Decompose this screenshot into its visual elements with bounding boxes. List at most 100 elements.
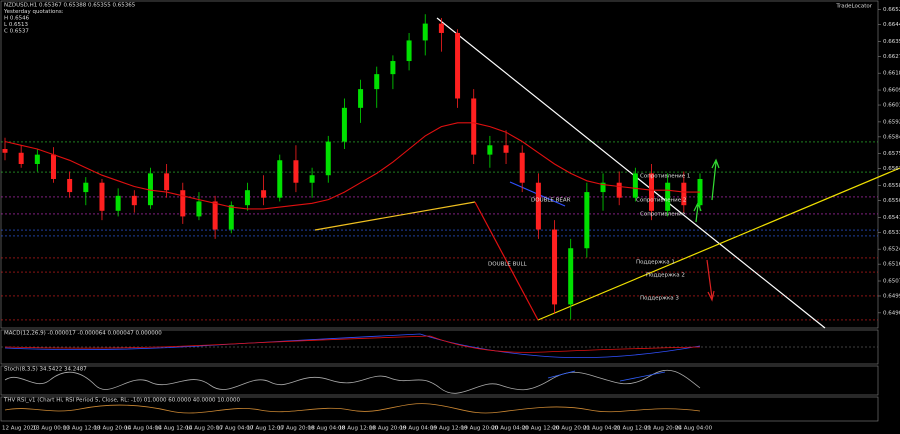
candle-body (115, 195, 121, 211)
x-tick-label: 18 Aug 04:00 (308, 426, 346, 432)
candle-body (34, 154, 40, 164)
candle-body (358, 89, 364, 108)
y-tick-label: 0.65925 (883, 119, 900, 125)
candle-body (616, 182, 622, 198)
candle-body (503, 145, 509, 153)
candle-body (455, 32, 461, 99)
y-tick-label: 0.65675 (883, 166, 900, 172)
candle-body (584, 192, 590, 249)
x-tick-label: 18 Aug 20:00 (369, 426, 407, 432)
annotation: Поддержка 2 (646, 273, 685, 279)
x-tick-label: 20 Aug 12:00 (522, 426, 560, 432)
annotation: DOUBLE BEAR (531, 198, 571, 204)
trend-line (537, 167, 900, 321)
y-tick-label: 0.65165 (883, 262, 900, 268)
x-tick-label: 12 Aug 2020 (2, 426, 38, 432)
y-tick-label: 0.66355 (883, 39, 900, 45)
main-frame (0, 0, 879, 329)
candle-body (665, 182, 671, 211)
annotation: Сопротивление 1 (640, 174, 690, 180)
indicator-label: MACD(12,26,9) -0.000017 -0.000064 0.0000… (4, 331, 162, 337)
y-tick-label: 0.65845 (883, 134, 900, 140)
candle-body (374, 74, 380, 90)
candle-body (67, 178, 73, 193)
info-line: H 0.6546 (4, 16, 30, 22)
y-tick-label: 0.66185 (883, 71, 900, 77)
candle-body (83, 182, 89, 193)
moving-average (4, 122, 700, 210)
x-tick-label: 24 Aug 04:00 (675, 426, 713, 432)
x-tick-label: 19 Aug 04:00 (400, 426, 438, 432)
rsi-line (4, 403, 701, 414)
candle-body (99, 182, 105, 211)
candle-body (180, 190, 186, 217)
stoch-main (4, 369, 701, 394)
y-tick-label: 0.66275 (883, 54, 900, 60)
y-tick-label: 0.65075 (883, 279, 900, 285)
y-tick-label: 0.64995 (883, 293, 900, 299)
x-tick-label: 18 Aug 12:00 (339, 426, 377, 432)
candle-body (325, 141, 331, 176)
candle-body (212, 201, 218, 230)
candle-body (519, 152, 525, 183)
candle-body (18, 152, 24, 164)
macd-main (4, 335, 701, 353)
x-tick-label: 14 Aug 12:00 (155, 426, 193, 432)
x-tick-label: 17 Aug 04:00 (216, 426, 254, 432)
candle-body (147, 173, 153, 206)
x-tick-label: 19 Aug 20:00 (461, 426, 499, 432)
candle-body (164, 173, 170, 191)
info-line: L 0.6513 (4, 22, 29, 28)
candle-body (196, 201, 202, 217)
annotation: DOUBLE BULL (488, 262, 528, 268)
y-tick-label: 0.66015 (883, 103, 900, 109)
candle-body (487, 145, 493, 155)
divergence (619, 371, 666, 382)
x-tick-label: 13 Aug 12:00 (63, 426, 101, 432)
indicator-label: THV RSI_v1 (Chart Hi, RSI Period 5, Clos… (3, 398, 241, 404)
y-tick-label: 0.65585 (883, 183, 900, 189)
y-tick-label: 0.66445 (883, 22, 900, 28)
arrow-up (711, 158, 720, 201)
candle-body (535, 182, 541, 230)
info-line: Yesterday quotations: (3, 9, 64, 15)
trend-line (436, 17, 826, 329)
candle-body (632, 173, 638, 198)
candle-body (261, 190, 267, 198)
arrow-down (706, 259, 715, 302)
candle-body (341, 107, 347, 142)
candle-body (681, 182, 687, 206)
indicator-lines (1, 333, 878, 414)
stoch-frame (0, 365, 879, 396)
candle-body (568, 248, 574, 305)
x-tick-label: 13 Aug 20:00 (94, 426, 132, 432)
candle-body (293, 160, 299, 183)
candle-body (244, 190, 250, 206)
x-tick-label: 20 Aug 20:00 (553, 426, 591, 432)
annotation: Поддержка 1 (636, 260, 675, 266)
candle-body (309, 175, 315, 183)
x-tick-label: 19 Aug 12:00 (430, 426, 468, 432)
frames (0, 0, 879, 422)
x-tick-label: 21 Aug 04:00 (583, 426, 621, 432)
candle-body (649, 173, 655, 211)
candle-body (228, 205, 234, 230)
y-tick-label: 0.65415 (883, 215, 900, 221)
annotation: Сопротивление 2 (636, 198, 686, 204)
indicator-label: Stoch(8,3,5) 34.5422 34.2487 (4, 367, 87, 373)
candle-body (277, 160, 283, 198)
brand: TradeLocator (835, 4, 872, 10)
candle-body (552, 229, 558, 305)
x-tick-label: 21 Aug 20:00 (644, 426, 682, 432)
x-tick-label: 14 Aug 20:00 (186, 426, 224, 432)
candle-body (406, 40, 412, 62)
y-tick-label: 0.65755 (883, 151, 900, 157)
x-tick-label: 13 Aug 00:00 (33, 426, 71, 432)
x-tick-label: 14 Aug 04:00 (124, 426, 162, 432)
x-tick-label: 20 Aug 04:00 (491, 426, 529, 432)
candle-body (600, 182, 606, 193)
y-tick-label: 0.65245 (883, 247, 900, 253)
candle-body (390, 61, 396, 75)
